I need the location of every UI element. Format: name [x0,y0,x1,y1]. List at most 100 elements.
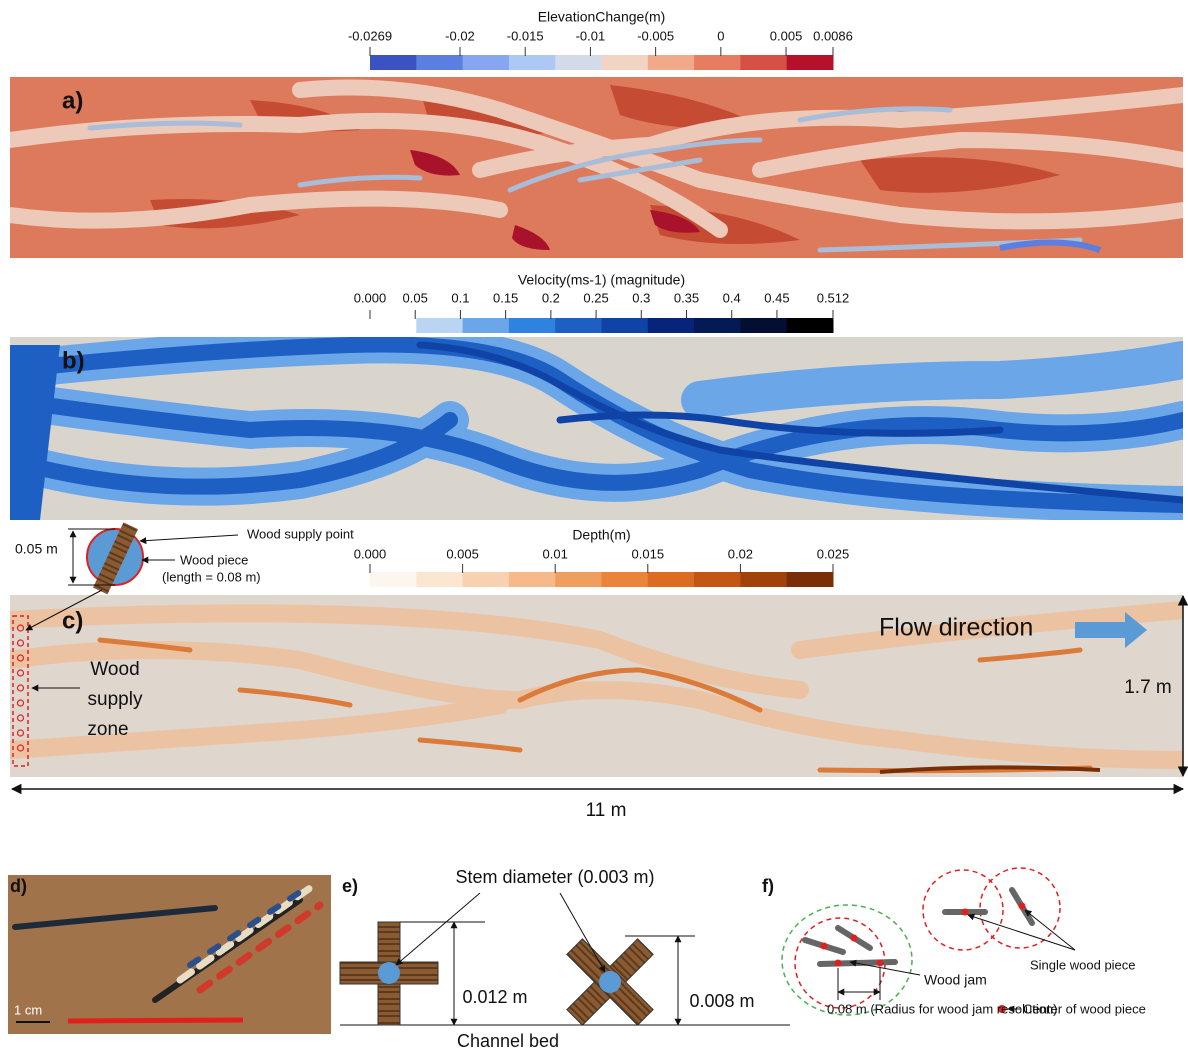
colorbar-tick-label: 0.05 [403,290,428,305]
shape [961,908,969,916]
shape [10,345,60,520]
colorbar-segment [508,318,556,333]
shape [879,765,1101,774]
velocity-map [10,337,1183,520]
wood-supply-zone [12,615,80,767]
zone-label: Wood [90,659,139,680]
shape [237,687,353,708]
colorbar-tick-label: 0.0086 [813,28,853,43]
colorbar-tick-label: 0.000 [354,546,387,561]
shape [8,875,331,1034]
panel-label: f) [762,876,774,896]
colorbar-segment [555,318,602,333]
colorbar-tick-label: -0.0269 [348,28,392,43]
shape [967,913,1076,951]
supply-label: Wood supply point [247,526,354,541]
colorbar-segment [786,572,834,587]
shape [16,669,25,677]
colorbar-tick-label: 0.000 [354,290,387,305]
colorbar-tick-label: 0.02 [728,546,753,561]
colorbar-segment [694,55,741,70]
colorbar-tick-label: 0.1 [451,290,469,305]
colorbar-segment [786,55,834,70]
panel-label: e) [342,876,358,896]
shape [998,1005,1006,1013]
colorbar-tick-label: 0.25 [583,290,608,305]
colorbar-segment [601,572,649,587]
colorbar-title: Depth(m) [572,527,630,543]
colorbar-tick-label: 0.005 [446,546,479,561]
colorbar-segment [740,55,788,70]
colorbar-segment [508,572,556,587]
shape [10,696,509,759]
shape [16,624,25,752]
shape [10,79,1183,238]
colorbar-segment [416,572,464,587]
scale-label: 1 cm [14,1002,42,1017]
colorbar-segment [740,572,788,587]
colorbar-title: ElevationChange(m) [538,9,666,25]
shape [410,150,460,176]
shape [599,971,621,993]
colorbar-tick-label: 0 [717,28,724,43]
shape [416,341,1183,504]
shape [10,112,728,238]
shape [10,412,458,495]
colorbar-tick-label: 0.2 [542,290,560,305]
shape [410,150,700,250]
colorbar-tick-label: 0.512 [817,290,850,305]
colorbar-tick-label: 0.35 [674,290,699,305]
shape [1024,909,1076,951]
colorbar-tick-label: 0.45 [764,290,789,305]
shape [16,714,25,722]
shape [12,905,218,930]
colorbar-tick-label: 0.015 [632,546,665,561]
shape [10,601,1183,769]
shape [87,106,1083,253]
zone-label: zone [87,719,128,740]
shape [797,106,953,123]
colorbar-segment [786,318,834,333]
shape [8,875,331,1034]
colorbar-tick-label: 0.3 [632,290,650,305]
shape [16,654,25,662]
shape [16,729,25,737]
shape [67,1017,244,1024]
shape [820,942,828,950]
colorbar-segment [370,318,417,333]
colorbar-segment [370,55,417,70]
shape [10,337,1183,513]
single-label: Single wood piece [1030,957,1136,972]
shape [849,959,921,976]
colorbar-segment [601,318,649,333]
shape [559,892,606,973]
colorbar-segment [694,572,741,587]
supply-inset [25,522,239,631]
zone-label: supply [88,689,143,710]
height-label: 0.008 m [689,991,754,1011]
shape [395,892,481,966]
shape [93,522,138,595]
shape [802,887,1035,967]
shape [650,210,700,233]
panel-label: b) [62,347,85,374]
colorbar-segment [370,572,417,587]
length-label: 11 m [586,800,627,821]
shape [610,85,760,129]
shape [12,615,29,767]
shape [25,589,103,631]
colorbar-tick-label: 0.025 [817,546,850,561]
shape [417,737,523,753]
shape [16,624,25,632]
colorbar-segment [647,572,695,587]
shape [791,601,1183,659]
shape [834,959,842,967]
shape [507,137,763,193]
shape [378,962,400,984]
colorbar-tick-label: 0.01 [543,546,568,561]
shape [97,637,193,653]
shape [10,641,1183,769]
elevation-map [10,77,1183,258]
colorbar-segment [647,55,695,70]
